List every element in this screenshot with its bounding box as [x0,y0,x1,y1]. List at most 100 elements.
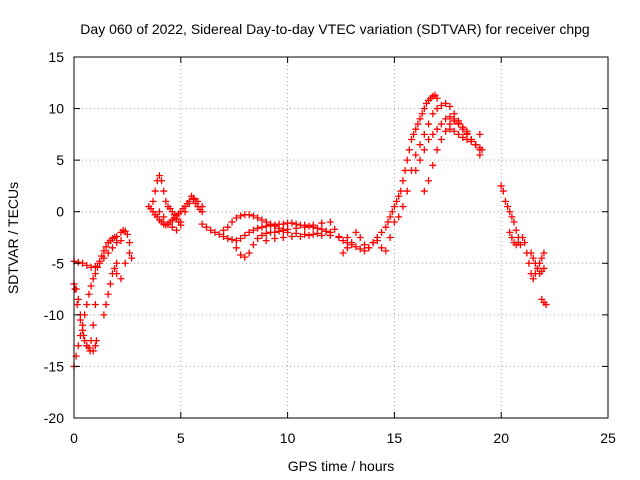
y-tick-label: -5 [52,255,65,271]
data-point [224,223,232,231]
data-point [476,130,484,138]
series-arc-m [232,218,334,261]
series-arc-n [262,225,339,245]
data-point [151,187,159,195]
data-point [414,120,422,128]
data-point [425,177,433,185]
series-arc-y [519,234,548,283]
data-point [382,247,390,255]
x-tick-label: 25 [600,430,616,446]
data-point [91,301,99,309]
data-point [215,230,223,238]
data-point [100,254,108,262]
data-point [89,275,97,283]
data-point [73,301,81,309]
series-arc-r [390,99,484,226]
y-tick-label: -15 [44,358,64,374]
data-point [538,254,546,262]
data-point [437,101,445,109]
data-point [326,218,334,226]
data-point [108,244,116,252]
series-arc-v [476,130,486,154]
data-point [245,211,253,219]
x-tick-label: 10 [280,430,296,446]
data-point [425,120,433,128]
data-point [446,113,454,121]
data-point [155,208,163,216]
data-point [318,225,326,233]
data-point [309,221,317,229]
data-point [360,241,368,249]
data-point [284,225,292,233]
data-point [79,259,87,267]
data-point [472,141,480,149]
data-point [463,127,471,135]
data-point [245,249,253,257]
series-arc-a [70,232,121,370]
y-axis-label: SDTVAR / TECUs [5,182,21,294]
data-point [534,264,542,272]
data-point [279,234,287,241]
data-point [89,321,97,329]
data-point [478,146,486,154]
data-point [181,208,189,216]
data-point [288,219,296,227]
data-point [96,259,104,267]
data-point [74,258,82,266]
data-point [271,235,279,243]
data-point [111,264,119,272]
data-point [403,156,411,164]
data-point [416,156,424,164]
data-point [388,208,396,216]
series-arc-f [117,226,136,262]
data-point [190,194,198,202]
data-point [459,133,467,141]
grid [74,57,608,418]
data-point [365,244,373,252]
data-point [228,218,236,226]
data-point [360,247,368,255]
data-point [121,259,129,267]
series-arc-i [149,172,185,229]
data-point [437,120,445,128]
data-point [529,254,537,262]
data-point [405,146,413,154]
data-point [113,239,121,247]
data-point [425,136,433,144]
data-point [399,203,407,211]
data-point [258,231,266,239]
data-point [87,263,95,271]
data-point [296,232,304,240]
series-arc-g [113,249,134,283]
data-point [403,187,411,195]
data-point [220,232,228,240]
data-point [100,311,108,319]
data-point [542,301,550,309]
data-point [378,228,386,236]
series-arc-aa [538,295,550,309]
data-point [241,253,249,261]
data-point [373,237,381,245]
data-point [384,218,392,226]
plot-frame [73,56,609,419]
data-point [117,237,125,245]
x-tick-label: 15 [387,430,403,446]
series-arc-t [420,117,471,195]
axis-ticks: 0 5 10 15 20 25 -20 -15 -10 -5 0 5 10 15 [44,49,616,446]
data-point [79,326,87,334]
data-point [420,105,428,113]
data-point [262,237,270,245]
data-point [418,110,426,118]
data-point [254,235,262,243]
data-point [81,337,89,345]
data-point [160,213,168,221]
data-point [305,222,313,230]
data-point [185,199,193,207]
y-tick-label: 5 [56,152,64,168]
data-point [198,203,206,211]
data-point [504,203,512,211]
data-point [117,275,125,283]
data-point [177,218,185,226]
data-point [433,125,441,133]
data-point [170,211,178,219]
